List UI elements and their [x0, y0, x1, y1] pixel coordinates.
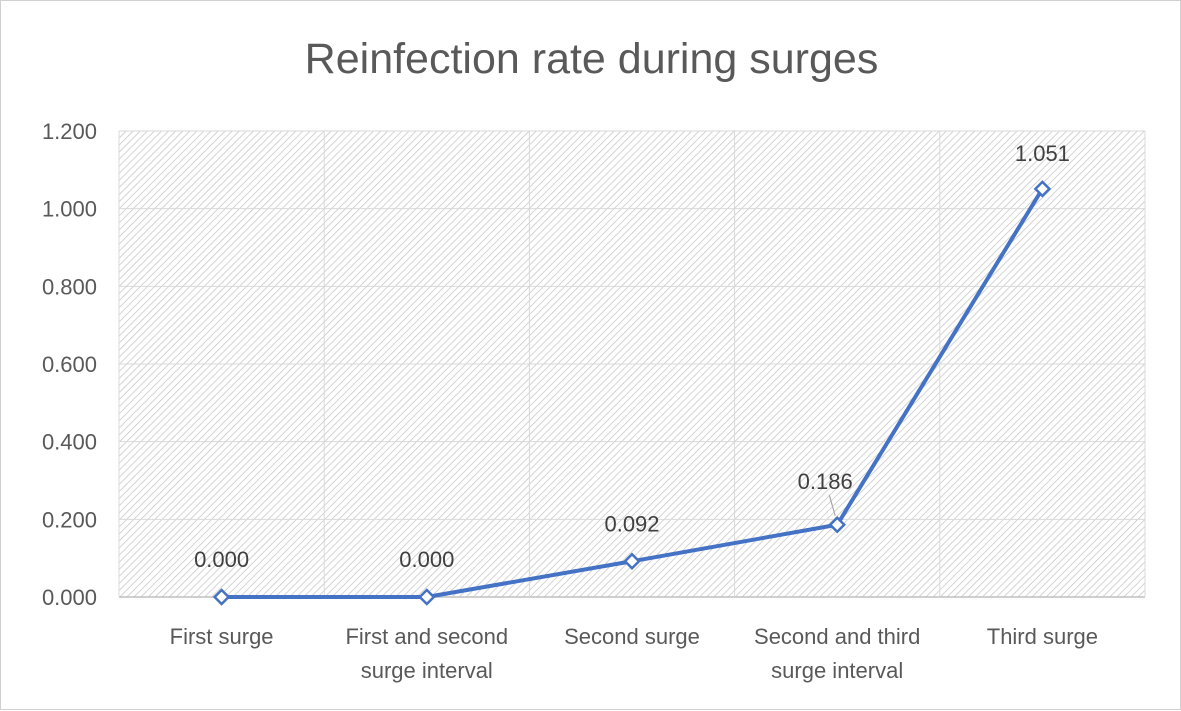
data-label: 0.186: [798, 469, 853, 494]
y-tick-label: 0.600: [42, 352, 97, 377]
data-point-marker: [212, 588, 231, 606]
data-label: 0.000: [194, 547, 249, 572]
y-tick-label: 0.800: [42, 274, 97, 299]
x-tick-label: First and second: [345, 624, 508, 649]
y-axis-ticks: 0.000 0.200 0.400 0.600 0.800 1.000 1.200: [42, 119, 97, 610]
x-tick-label: surge interval: [771, 658, 903, 683]
data-label: 1.051: [1015, 141, 1070, 166]
y-tick-label: 0.400: [42, 430, 97, 455]
data-label: 0.000: [399, 547, 454, 572]
data-point-marker: [1033, 180, 1052, 198]
data-label-leader: [828, 494, 836, 516]
data-point-marker: [623, 552, 641, 571]
x-axis-ticks: First surge First and second surge interva…: [170, 624, 1098, 683]
x-tick-label: Second surge: [564, 624, 700, 649]
y-tick-label: 1.000: [42, 197, 97, 222]
chart-title: Reinfection rate during surges: [304, 35, 879, 83]
x-tick-label: First surge: [170, 624, 274, 649]
y-tick-label: 1.200: [42, 119, 97, 144]
y-tick-label: 0.000: [42, 585, 97, 610]
x-tick-label: Third surge: [987, 624, 1098, 649]
y-tick-label: 0.200: [42, 507, 97, 532]
x-tick-label: Second and third: [754, 624, 920, 649]
data-point-marker: [418, 588, 436, 606]
data-labels: 0.000 0.000 0.092 0.186 1.051: [194, 141, 1070, 572]
data-point-marker: [828, 516, 846, 534]
x-tick-label: surge interval: [361, 658, 493, 683]
series-line: [212, 180, 1052, 606]
data-label: 0.092: [604, 511, 659, 536]
